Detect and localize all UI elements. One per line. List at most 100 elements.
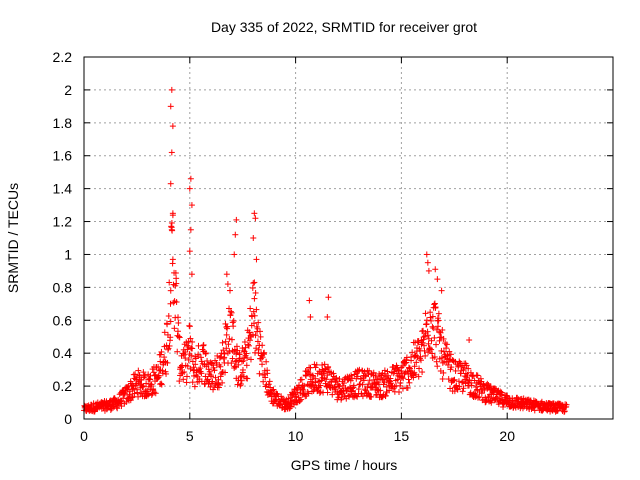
data-point [348,372,355,379]
grid-layer [84,57,613,419]
data-point [387,375,394,382]
data-point [414,354,421,361]
data-point [307,364,314,371]
data-point [262,374,269,381]
data-point [231,251,238,258]
data-point [207,359,214,366]
data-point [245,341,252,348]
data-point [255,319,262,326]
data-point [255,346,262,353]
data-point [226,287,233,294]
data-point [427,309,434,316]
data-point [313,361,320,368]
y-tick-label: 0.6 [53,312,73,328]
data-point [253,306,260,313]
data-point [186,322,193,329]
y-tick-label: 1.2 [53,214,73,230]
data-point [417,357,424,364]
data-point [181,351,188,358]
data-point [514,394,521,401]
data-point [209,360,216,367]
data-point [204,357,211,364]
data-point [425,267,432,274]
data-point [264,370,271,377]
data-point [386,387,393,394]
data-point [261,349,268,356]
data-point [438,287,445,294]
x-tick-label: 5 [186,428,194,444]
data-point [378,372,385,379]
data-point [243,350,250,357]
data-point [230,317,237,324]
data-point [438,354,445,361]
data-point [408,357,415,364]
data-point [187,226,194,233]
data-point [324,389,331,396]
data-point [447,385,454,392]
data-point [198,354,205,361]
data-point [452,367,459,374]
data-point [150,386,157,393]
data-point [219,339,226,346]
data-point [404,368,411,375]
data-point [142,372,149,379]
data-point [235,361,242,368]
data-point [323,376,330,383]
data-point [440,335,447,342]
data-point [244,355,251,362]
data-point [176,334,183,341]
data-point [419,369,426,376]
data-point [148,391,155,398]
data-point [158,381,165,388]
data-point [467,369,474,376]
data-point [131,390,138,397]
data-point [206,368,213,375]
data-point [426,345,433,352]
data-point [411,363,418,370]
data-point [381,367,388,374]
data-point [173,280,180,287]
data-point [233,350,240,357]
data-point [423,251,430,258]
data-point [433,341,440,348]
data-point [429,350,436,357]
data-point [240,357,247,364]
y-tick-label: 2 [64,82,72,98]
data-point [169,123,176,130]
data-point [252,215,259,222]
data-point [444,361,451,368]
data-point [435,317,442,324]
data-point [256,370,263,377]
data-point [307,313,314,320]
data-point [180,376,187,383]
data-point [198,370,205,377]
data-point [415,373,422,380]
data-point [186,185,193,192]
data-point [468,379,475,386]
data-point [294,389,301,396]
data-point [172,270,179,277]
data-point [399,373,406,380]
data-point [454,386,461,393]
data-point [474,394,481,401]
data-point [228,336,235,343]
data-point [563,401,570,408]
data-point [155,374,162,381]
data-point [238,372,245,379]
data-point [195,351,202,358]
data-point [431,334,438,341]
data-point [191,383,198,390]
y-tick-label: 1.6 [53,148,73,164]
data-point [187,335,194,342]
data-point [227,308,234,315]
data-point [123,398,130,405]
data-point [459,388,466,395]
data-point [431,301,438,308]
data-point [333,374,340,381]
data-point [251,312,258,319]
data-point [322,380,329,387]
data-point [175,314,182,321]
data-point [192,361,199,368]
data-point [223,324,230,331]
